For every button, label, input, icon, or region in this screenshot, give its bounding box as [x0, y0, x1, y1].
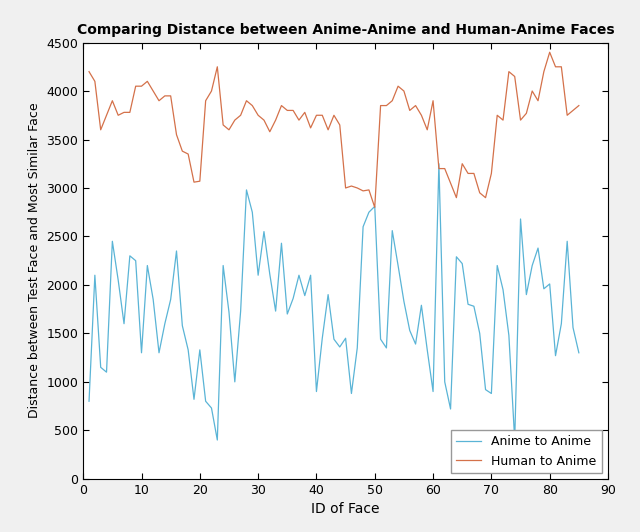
Anime to Anime	[435, 161, 443, 167]
Y-axis label: Distance between Test Face and Most Similar Face: Distance between Test Face and Most Simi…	[28, 103, 41, 419]
Title: Comparing Distance between Anime-Anime and Human-Anime Faces: Comparing Distance between Anime-Anime a…	[77, 23, 614, 37]
Anime to Anime	[167, 296, 175, 303]
Anime to Anime	[336, 344, 344, 350]
Anime to Anime	[214, 437, 221, 443]
Line: Anime to Anime: Anime to Anime	[89, 164, 579, 440]
Human to Anime	[231, 117, 239, 123]
Anime to Anime	[237, 308, 244, 314]
Human to Anime	[167, 93, 175, 99]
Anime to Anime	[557, 320, 565, 327]
Anime to Anime	[85, 398, 93, 404]
Anime to Anime	[243, 187, 250, 193]
Line: Human to Anime: Human to Anime	[89, 52, 579, 207]
Human to Anime	[85, 69, 93, 75]
Human to Anime	[371, 204, 379, 211]
Anime to Anime	[575, 350, 582, 356]
Human to Anime	[330, 112, 338, 119]
Human to Anime	[254, 112, 262, 119]
Legend: Anime to Anime, Human to Anime: Anime to Anime, Human to Anime	[451, 430, 602, 472]
Human to Anime	[237, 112, 244, 119]
Human to Anime	[546, 49, 554, 55]
X-axis label: ID of Face: ID of Face	[311, 502, 380, 516]
Human to Anime	[557, 64, 565, 70]
Human to Anime	[575, 102, 582, 109]
Anime to Anime	[260, 228, 268, 235]
